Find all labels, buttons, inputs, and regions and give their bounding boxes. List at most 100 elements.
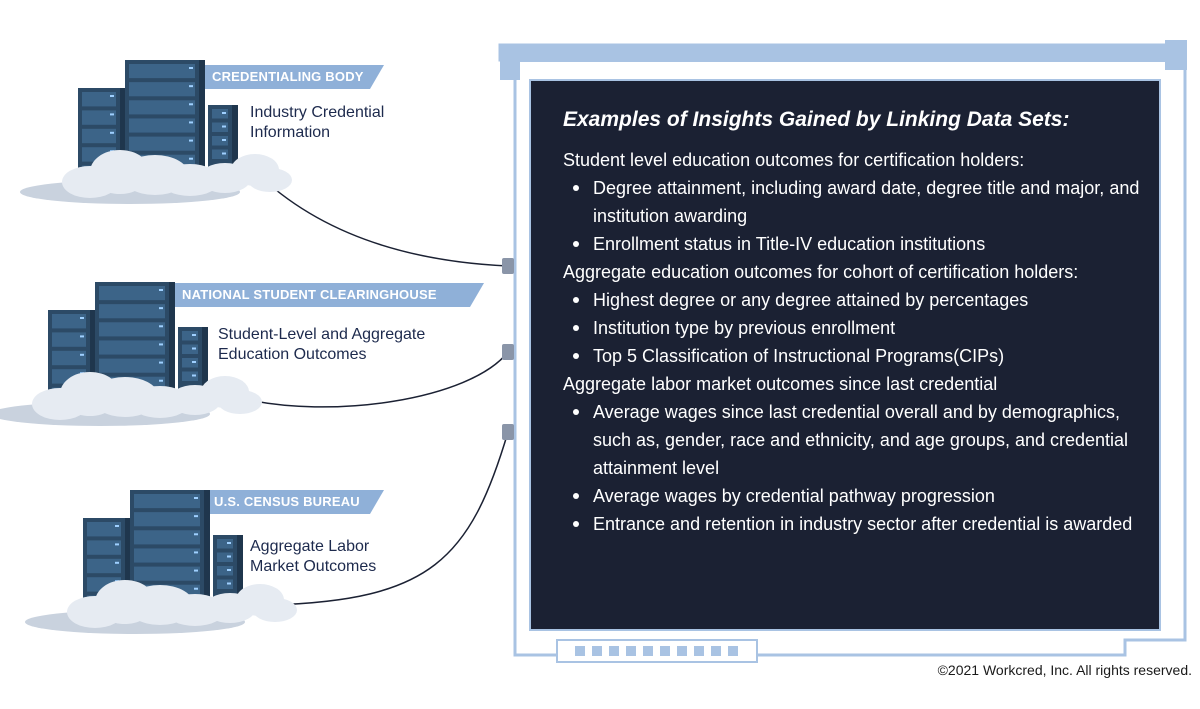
section-heading: Student level education outcomes for cer… xyxy=(563,150,1025,170)
bullet-list: Highest degree or any degree attained by… xyxy=(563,286,1153,370)
bullet-text: Average wages since last credential over… xyxy=(593,402,1129,478)
source-tag: CREDENTIALING BODY xyxy=(212,69,364,84)
connector xyxy=(502,258,514,274)
server-light xyxy=(192,347,196,350)
server-light xyxy=(222,125,226,128)
server-unit xyxy=(52,350,86,366)
server-light xyxy=(227,555,231,558)
bullet-text: Top 5 Classification of Instructional Pr… xyxy=(593,346,1005,366)
server-light xyxy=(194,587,198,590)
server-light xyxy=(189,67,193,69)
server-unit xyxy=(99,322,165,337)
server-light xyxy=(192,361,196,363)
server-unit xyxy=(134,530,200,545)
server-light xyxy=(110,131,114,134)
server-unit xyxy=(129,136,195,151)
server-light xyxy=(110,113,114,116)
panel-tab xyxy=(556,639,758,663)
bullet-list: Degree attainment, including award date,… xyxy=(563,174,1153,258)
server-light xyxy=(227,542,231,544)
bullet: Average wages since last credential over… xyxy=(563,398,1153,482)
bullet: Degree attainment, including award date,… xyxy=(563,174,1153,230)
bullet: Average wages by credential pathway prog… xyxy=(563,482,1153,510)
source-label: Industry Credential Information xyxy=(250,104,385,141)
server-unit xyxy=(134,494,200,509)
bullet-dot xyxy=(573,241,579,247)
server-rack-side xyxy=(202,327,208,389)
server-unit xyxy=(99,340,165,355)
bullet-dot xyxy=(573,325,579,331)
server-light xyxy=(110,95,114,97)
bullet-text: Highest degree or any degree attained by… xyxy=(593,290,1029,310)
server-light xyxy=(194,497,198,499)
server-unit xyxy=(212,136,228,146)
bullet-dot xyxy=(573,185,579,191)
server-unit xyxy=(52,314,86,329)
server-unit xyxy=(82,92,116,107)
server-unit xyxy=(82,128,116,144)
server-rack-side xyxy=(120,88,126,188)
cable xyxy=(239,351,509,408)
bullet: Top 5 Classification of Instructional Pr… xyxy=(563,342,1153,370)
server-unit xyxy=(87,540,121,555)
server-light xyxy=(189,139,193,142)
section-heading: Aggregate education outcomes for cohort … xyxy=(563,262,1079,282)
server-light xyxy=(194,551,198,554)
server-light xyxy=(159,361,163,364)
cloud xyxy=(218,390,262,414)
tag-banner-tail xyxy=(370,65,384,89)
server-unit xyxy=(134,512,200,527)
server-rack-side xyxy=(237,535,243,597)
server-light xyxy=(194,569,198,572)
server-unit xyxy=(212,149,228,159)
server-unit xyxy=(182,358,198,368)
server-light xyxy=(159,343,163,346)
server-unit xyxy=(99,304,165,319)
server-unit xyxy=(212,122,228,132)
server-unit xyxy=(217,579,233,589)
bullet-text: Degree attainment, including award date,… xyxy=(593,178,1140,226)
server-unit xyxy=(134,548,200,563)
server-unit xyxy=(182,331,198,341)
source-label: Aggregate Labor Market Outcomes xyxy=(250,538,377,575)
server-light xyxy=(194,515,198,518)
bullet-dot xyxy=(573,409,579,415)
server-light xyxy=(159,289,163,291)
panel-frame-accent xyxy=(1165,40,1187,70)
insights-sections: Student level education outcomes for cer… xyxy=(563,146,1153,538)
server-cluster xyxy=(0,282,484,426)
server-rack-side xyxy=(232,105,238,167)
server-unit xyxy=(212,109,228,119)
server-light xyxy=(80,353,84,356)
server-unit xyxy=(52,332,86,347)
bullet-dot xyxy=(573,353,579,359)
server-light xyxy=(115,561,119,564)
server-unit xyxy=(134,566,200,581)
server-light xyxy=(222,112,226,114)
bullet-text: Entrance and retention in industry secto… xyxy=(593,514,1133,534)
server-unit xyxy=(129,64,195,79)
server-unit xyxy=(99,358,165,373)
bullet-dot xyxy=(573,297,579,303)
server-rack-side xyxy=(169,282,175,417)
server-light xyxy=(80,335,84,338)
source-tag: NATIONAL STUDENT CLEARINGHOUSE xyxy=(182,287,437,302)
server-light xyxy=(159,307,163,310)
tag-banner xyxy=(205,65,370,89)
server-rack-side xyxy=(90,310,96,410)
cable xyxy=(271,431,509,606)
server-unit xyxy=(217,566,233,576)
tag-banner-tail xyxy=(370,490,384,514)
server-light xyxy=(189,121,193,124)
server-unit xyxy=(182,344,198,354)
bullet: Highest degree or any degree attained by… xyxy=(563,286,1153,314)
server-light xyxy=(189,103,193,106)
server-unit xyxy=(129,100,195,115)
server-cluster xyxy=(20,60,384,204)
cable xyxy=(261,177,509,267)
server-light xyxy=(80,317,84,319)
server-unit xyxy=(217,539,233,549)
